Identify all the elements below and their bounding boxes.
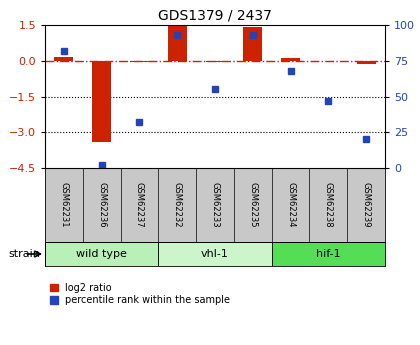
Bar (130, 61, 149, 62)
Bar (45, 242, 158, 266)
Bar (281, 58, 300, 61)
Bar (92, 61, 111, 142)
Legend: log2 ratio, percentile rank within the sample: log2 ratio, percentile rank within the s… (50, 283, 231, 305)
Text: GSM62238: GSM62238 (324, 182, 333, 228)
Text: hif-1: hif-1 (316, 249, 341, 259)
Bar (55, 57, 74, 61)
Text: GSM62232: GSM62232 (173, 182, 182, 228)
Text: GSM62236: GSM62236 (97, 182, 106, 228)
Bar (205, 61, 224, 62)
Text: strain: strain (8, 249, 40, 259)
Text: GSM62234: GSM62234 (286, 182, 295, 228)
Text: GSM62231: GSM62231 (59, 182, 68, 228)
Bar (158, 242, 272, 266)
Bar (357, 61, 375, 64)
Text: wild type: wild type (76, 249, 127, 259)
Bar (168, 26, 186, 61)
Title: GDS1379 / 2437: GDS1379 / 2437 (158, 8, 272, 22)
Text: GSM62233: GSM62233 (210, 182, 220, 228)
Text: GSM62237: GSM62237 (135, 182, 144, 228)
Bar (272, 242, 385, 266)
Bar (243, 27, 262, 61)
Text: GSM62235: GSM62235 (248, 182, 257, 228)
Text: GSM62239: GSM62239 (362, 182, 370, 228)
Text: vhl-1: vhl-1 (201, 249, 229, 259)
